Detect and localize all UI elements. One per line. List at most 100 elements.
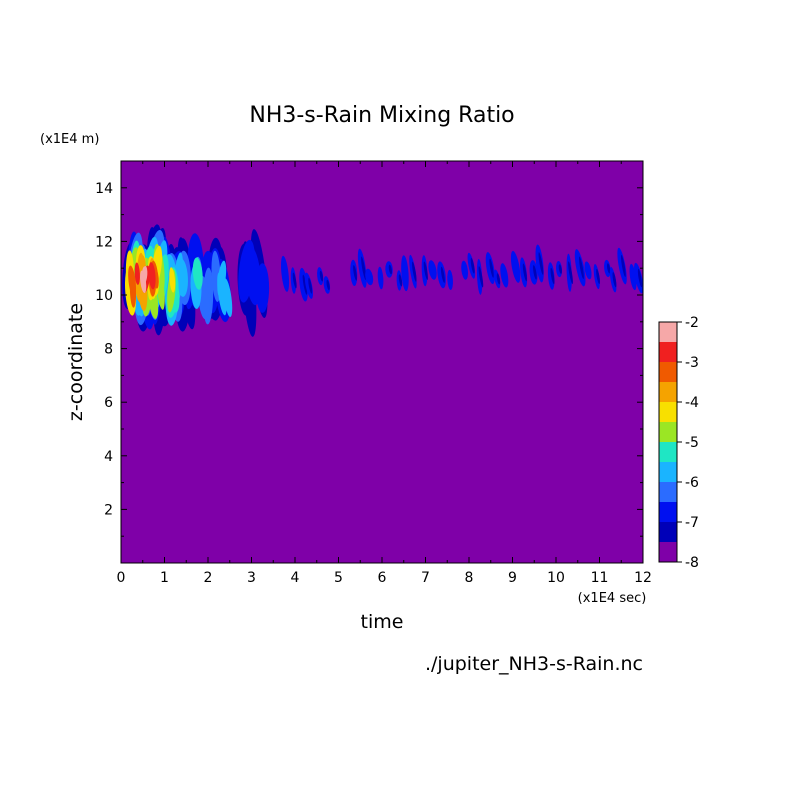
contour-blob	[319, 270, 324, 282]
plot-background	[121, 161, 643, 563]
contour-blob	[412, 261, 417, 282]
colorbar-swatch	[659, 342, 677, 362]
x-tick-label: 9	[508, 570, 517, 586]
x-tick-label: 2	[204, 570, 213, 586]
colorbar-swatch	[659, 502, 677, 522]
colorbar-swatch	[659, 382, 677, 402]
contour-blob	[656, 269, 665, 291]
chart-title: NH3-s-Rain Mixing Ratio	[249, 103, 514, 128]
contour-blob	[398, 274, 403, 287]
contour-blob	[361, 256, 367, 280]
contour-blob	[140, 270, 147, 294]
contour-blob	[637, 268, 643, 288]
y-axis: 2 4 6 8 10 12 14	[95, 181, 643, 537]
colorbar-label: -4	[685, 395, 699, 411]
contour-blob	[245, 246, 261, 306]
x-tick-label: 5	[334, 570, 343, 586]
contour-blob	[662, 271, 669, 291]
colorbar-swatch	[659, 522, 677, 542]
contour-blob	[533, 265, 537, 280]
contour-blob	[612, 272, 617, 288]
contour-blob	[538, 252, 544, 275]
x-tick-label: 10	[547, 570, 565, 586]
colorbar-swatch	[659, 402, 677, 422]
x-tick-label: 12	[634, 570, 652, 586]
contour-blob	[176, 258, 188, 297]
colorbar-swatch	[659, 442, 677, 462]
contour-blob	[134, 262, 140, 285]
colorbar-label: -8	[685, 555, 699, 571]
contour-blob	[447, 269, 453, 290]
colorbar-label: -5	[685, 435, 699, 451]
contour-blob	[377, 266, 384, 290]
contour-blob	[620, 255, 626, 278]
contour-blob	[596, 269, 600, 285]
contour-blob	[388, 264, 392, 275]
contour-blob	[302, 274, 308, 295]
contour-blob	[217, 272, 227, 316]
contour-blob	[308, 277, 313, 294]
y-tick-label: 2	[104, 502, 113, 518]
x-tick-label: 8	[465, 570, 474, 586]
x-tick-label: 6	[378, 570, 387, 586]
colorbar-label: -6	[685, 475, 699, 491]
contour-blob	[510, 250, 521, 283]
contour-fields	[122, 224, 669, 337]
colorbar-label: -7	[685, 515, 699, 531]
contour-blob	[223, 278, 233, 318]
contour-blob	[353, 265, 357, 281]
contour-blob	[629, 263, 637, 291]
colorbar-swatch	[659, 462, 677, 482]
y-tick-label: 8	[104, 342, 113, 358]
contour-blob	[496, 273, 501, 285]
contour-blob	[584, 261, 592, 280]
contour-blob	[579, 256, 584, 279]
contour-blob	[478, 266, 484, 288]
colorbar-swatch	[659, 542, 677, 562]
x-axis: 0 1 2 3 4 5 6 7 8 9 10 11 12	[117, 161, 652, 586]
contour-blob	[326, 279, 330, 291]
y-tick-label: 12	[95, 234, 113, 250]
x-tick-label: 11	[591, 570, 609, 586]
source-file-label: ./jupiter_NH3-s-Rain.nc	[425, 653, 643, 675]
colorbar-swatch	[659, 422, 677, 442]
contour-blob	[401, 255, 409, 292]
contour-blob	[550, 267, 555, 285]
x-axis-label: time	[361, 611, 404, 633]
x-tick-label: 3	[247, 570, 256, 586]
contour-blob	[280, 255, 290, 292]
y-axis-label: z-coordinate	[65, 303, 87, 421]
x-unit-label: (x1E4 sec)	[578, 591, 647, 606]
colorbar-label: -2	[685, 315, 699, 331]
x-tick-label: 4	[291, 570, 300, 586]
contour-blob	[606, 263, 611, 274]
contour-blob	[489, 258, 494, 278]
y-tick-label: 6	[104, 395, 113, 411]
contour-blob	[522, 263, 527, 282]
contour-blob	[643, 263, 653, 297]
colorbar-swatch	[659, 362, 677, 382]
y-tick-label: 10	[95, 288, 113, 304]
colorbar: -2 -3 -4 -5 -6 -7 -8	[658, 315, 699, 571]
contour-blob	[128, 265, 137, 298]
contour-blob	[428, 260, 437, 280]
y-tick-label: 14	[95, 181, 113, 197]
contour-blob	[192, 257, 203, 290]
y-unit-label: (x1E4 m)	[40, 132, 99, 147]
colorbar-swatch	[659, 322, 677, 342]
contour-blob	[646, 270, 652, 290]
y-tick-label: 4	[104, 449, 113, 465]
contour-blob	[470, 257, 475, 274]
contour-blob	[568, 261, 573, 285]
contour-blob	[461, 260, 469, 280]
contour-blob	[440, 266, 445, 283]
contour-blob	[292, 272, 297, 289]
colorbar-swatch	[659, 482, 677, 502]
contour-blob	[148, 262, 156, 290]
contour-blob	[500, 263, 509, 288]
contour-blob	[558, 264, 562, 274]
x-tick-label: 7	[421, 570, 430, 586]
x-tick-label: 1	[160, 570, 169, 586]
contour-blob	[169, 267, 176, 293]
contour-blob	[423, 261, 428, 280]
